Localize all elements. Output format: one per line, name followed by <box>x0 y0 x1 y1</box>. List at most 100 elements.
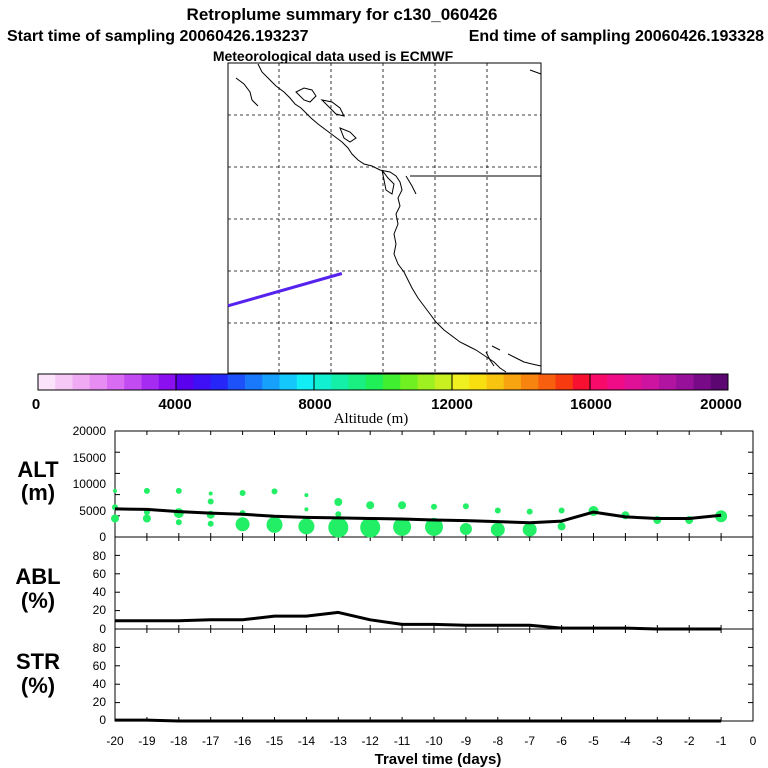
colorbar-swatch <box>693 374 712 390</box>
x-tick-label: -6 <box>556 734 567 748</box>
alt-cluster-dot <box>490 522 505 537</box>
x-tick-label: -1 <box>716 734 727 748</box>
colorbar-frame <box>37 373 729 391</box>
alt-cluster-dot <box>304 493 309 498</box>
island-path <box>339 127 357 143</box>
y-tick-label: 20 <box>93 695 107 709</box>
colorbar-swatch <box>641 374 660 390</box>
island-path <box>235 77 259 107</box>
alt-cluster-dot <box>398 501 407 510</box>
colorbar-swatch <box>572 374 591 390</box>
x-tick-label: -2 <box>684 734 695 748</box>
series-lines <box>114 507 722 723</box>
alt-cluster-dot <box>360 517 381 538</box>
x-tick-label: -5 <box>588 734 599 748</box>
colorbar-swatch <box>676 374 694 390</box>
alt-cluster-dot <box>207 498 214 505</box>
colorbar-swatch <box>417 374 436 390</box>
y-tick-label: 15000 <box>73 451 107 465</box>
x-tick-label: -20 <box>106 734 124 748</box>
alt-cluster-dot <box>393 517 412 536</box>
alt-cluster-dot <box>175 487 182 494</box>
alt-cluster-dot <box>304 507 309 512</box>
colorbar-swatch <box>314 374 332 390</box>
colorbar-swatch <box>607 374 625 390</box>
colorbar-swatch <box>38 374 56 390</box>
colorbar-swatch <box>624 374 643 390</box>
alt-cluster-dot <box>425 517 443 536</box>
alt-cluster-dot <box>462 503 469 510</box>
island-path <box>485 351 495 367</box>
y-tick-label: 60 <box>93 567 107 581</box>
alt-cluster-dot <box>271 488 278 495</box>
alt-cluster-dot <box>334 498 343 506</box>
colorbar-swatch <box>55 374 73 390</box>
colorbar-swatch <box>590 374 608 390</box>
colorbar-swatch <box>486 374 505 390</box>
y-tick-label: 40 <box>93 677 107 691</box>
abl-series-line <box>115 610 722 631</box>
colorbar-swatch <box>659 374 677 390</box>
x-tick-label: -18 <box>170 734 188 748</box>
colorbar-tick-label: 4000 <box>158 396 191 413</box>
str-panel-label: STR <box>16 649 60 674</box>
map-panel <box>227 62 542 374</box>
alt-cluster-dot <box>522 522 537 537</box>
x-tick-label: -4 <box>620 734 631 748</box>
lake-path <box>529 69 542 75</box>
colorbar-swatch <box>383 374 401 390</box>
colorbar-tick-label: 12000 <box>431 396 473 413</box>
colorbar-tick-label: 8000 <box>298 396 331 413</box>
colorbar-swatch <box>124 374 142 390</box>
alt-cluster-dot <box>494 507 501 514</box>
colorbar-swatch <box>89 374 108 390</box>
colorbar-swatch <box>469 374 487 390</box>
alt-cluster-dot <box>558 507 565 514</box>
colorbar-swatch <box>538 374 556 390</box>
colorbar-swatch <box>365 374 384 390</box>
alt-cluster-dot <box>235 517 250 532</box>
colorbar-swatch <box>555 374 574 390</box>
colorbar-swatch <box>72 374 91 390</box>
abl-panel-unit: (%) <box>21 588 55 613</box>
str-plot-frame <box>114 628 754 722</box>
colorbar-swatch <box>245 374 263 390</box>
colorbar-tick-label: 20000 <box>700 396 742 413</box>
x-tick-label: -8 <box>492 734 503 748</box>
colorbar-ticks: 0 4000 8000 12000 16000 20000 <box>32 396 742 413</box>
colorbar-label: Altitude (m) <box>334 411 409 427</box>
y-tick-label: 60 <box>93 659 107 673</box>
y-tick-label: 40 <box>93 585 107 599</box>
alt-cluster-dot <box>208 491 213 496</box>
alt-cluster-dot <box>113 488 117 493</box>
alt-cluster-dot <box>175 519 182 526</box>
alt-cluster-dot <box>143 487 150 494</box>
x-tick-label: -13 <box>330 734 348 748</box>
colorbar-swatch <box>176 374 194 390</box>
alt-cluster-dot <box>328 517 349 538</box>
start-time-label: Start time of sampling 20060426.193237 <box>7 28 309 45</box>
alt-cluster-dot <box>111 514 119 523</box>
y-tick-label: 20 <box>93 603 107 617</box>
colorbar-swatch <box>400 374 418 390</box>
alt-series-line <box>114 507 722 525</box>
colorbar-swatch <box>193 374 211 390</box>
coastline-path <box>257 63 507 373</box>
y-tick-label: 10000 <box>73 477 107 491</box>
colorbar-swatch <box>434 374 453 390</box>
x-tick-label: -10 <box>425 734 443 748</box>
x-tick-label: -11 <box>394 734 411 748</box>
colorbar-swatch <box>521 374 539 390</box>
colorbar-swatch <box>331 374 349 390</box>
x-tick-label: -12 <box>362 734 380 748</box>
sound-path <box>381 169 395 195</box>
end-time-label: End time of sampling 20060426.193328 <box>469 28 764 45</box>
y-tick-label: 0 <box>99 530 106 544</box>
colorbar-swatch <box>141 374 160 390</box>
colorbar-swatch <box>710 374 729 390</box>
x-tick-label: -9 <box>461 734 472 748</box>
figure-title: Retroplume summary for c130_060426 <box>187 5 498 24</box>
alt-cluster-dot <box>142 514 151 523</box>
x-tick-label: 0 <box>750 734 757 748</box>
inlet-path <box>405 175 417 195</box>
